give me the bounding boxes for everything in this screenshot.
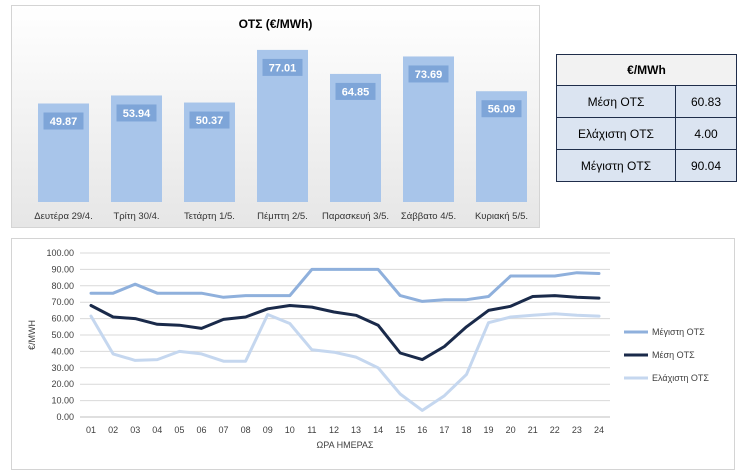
bar-category-label: Σάββατο 4/5. [401, 211, 456, 222]
x-tick-label: 01 [86, 425, 96, 435]
x-axis-title: ΩΡΑ ΗΜΕΡΑΣ [317, 440, 374, 450]
stats-table-header: €/MWh [556, 54, 737, 86]
stats-value: 4.00 [675, 117, 737, 150]
x-tick-label: 23 [572, 425, 582, 435]
bar-data-label-box [116, 104, 157, 122]
y-tick-label: 10.00 [51, 396, 74, 406]
x-tick-label: 16 [417, 425, 427, 435]
bar-category-label: Κυριακή 5/5. [475, 211, 528, 222]
x-tick-label: 10 [285, 425, 295, 435]
bar-chart-title: ΟΤΣ (€/MWh) [238, 17, 313, 31]
x-tick-label: 22 [550, 425, 560, 435]
x-tick-label: 07 [219, 425, 229, 435]
bar-data-label-box [335, 82, 376, 100]
legend-label: Ελάχιστη ΟΤΣ [652, 373, 709, 383]
x-tick-label: 21 [528, 425, 538, 435]
y-tick-label: 100.00 [46, 248, 74, 258]
y-tick-label: 50.00 [51, 330, 74, 340]
x-tick-label: 11 [307, 425, 316, 435]
stats-row-max: Μέγιστη ΟΤΣ 90.04 [556, 149, 737, 182]
x-tick-label: 17 [439, 425, 449, 435]
y-tick-label: 70.00 [51, 297, 74, 307]
bar-data-label: 56.09 [488, 104, 516, 116]
series-line [89, 294, 601, 362]
x-tick-label: 12 [329, 425, 339, 435]
stats-value: 60.83 [675, 85, 737, 118]
bar-data-label-box [262, 58, 303, 76]
legend-label: Μέση ΟΤΣ [652, 350, 695, 360]
bar-category-label: Τετάρτη 1/5. [184, 211, 235, 222]
x-tick-label: 09 [263, 425, 273, 435]
bar-category-label: Τρίτη 30/4. [113, 211, 159, 222]
x-tick-label: 24 [594, 425, 604, 435]
y-tick-label: 30.00 [51, 363, 74, 373]
bar-data-label: 64.85 [342, 86, 370, 98]
y-tick-label: 60.00 [51, 314, 74, 324]
x-tick-label: 15 [395, 425, 405, 435]
bar-data-label: 49.87 [50, 116, 78, 128]
stats-label: Ελάχιστη ΟΤΣ [556, 117, 676, 150]
y-tick-label: 0.00 [56, 412, 74, 422]
x-tick-label: 02 [108, 425, 118, 435]
x-tick-label: 18 [461, 425, 471, 435]
y-tick-label: 90.00 [51, 264, 74, 274]
stats-value: 90.04 [675, 149, 737, 182]
stats-label: Μέση ΟΤΣ [556, 85, 676, 118]
bar-data-label: 73.69 [415, 69, 443, 81]
bar-data-label-box [408, 65, 449, 83]
bar-data-label-box [43, 112, 84, 130]
x-tick-label: 08 [241, 425, 251, 435]
bar-data-label-box [481, 100, 522, 118]
x-tick-label: 05 [174, 425, 184, 435]
y-tick-label: 40.00 [51, 346, 74, 356]
bar-chart-plot: 49.87 Δευτέρα 29/4. 53.94 Τρίτη 30/4. 50.37 Τ… [34, 49, 528, 222]
stats-row-mean: Μέση ΟΤΣ 60.83 [556, 85, 737, 118]
bar-category-label: Δευτέρα 29/4. [34, 211, 92, 222]
bar-data-label: 50.37 [196, 115, 224, 127]
x-tick-label: 19 [484, 425, 494, 435]
bar-data-label-box [189, 111, 230, 129]
bar-category-label: Παρασκευή 3/5. [322, 211, 389, 222]
line-chart-plot: 0.00 10.00 20.00 30.00 40.00 50.00 60.00 70.00 8… [27, 248, 709, 450]
price-stats-table: €/MWh Μέση ΟΤΣ 60.83 Ελάχιστη ΟΤΣ 4.00 Μ… [556, 54, 737, 182]
x-tick-label: 06 [196, 425, 206, 435]
y-tick-label: 80.00 [51, 281, 74, 291]
x-tick-label: 03 [130, 425, 140, 435]
daily-price-bar-chart: ΟΤΣ (€/MWh) 49.87 Δευτέρα 29/4. 53.94 Τρίτη… [11, 5, 540, 228]
bar-data-label: 77.01 [269, 62, 297, 74]
bar-data-label: 53.94 [123, 108, 151, 120]
y-tick-label: 20.00 [51, 379, 74, 389]
stats-label: Μέγιστη ΟΤΣ [556, 149, 676, 182]
x-tick-label: 14 [373, 425, 383, 435]
bar-category-label: Πέμπτη 2/5. [257, 211, 308, 222]
hourly-price-line-chart: 0.00 10.00 20.00 30.00 40.00 50.00 60.00 70.00 8… [11, 238, 735, 470]
stats-row-min: Ελάχιστη ΟΤΣ 4.00 [556, 117, 737, 150]
x-tick-label: 20 [506, 425, 516, 435]
series-line [89, 312, 601, 412]
y-axis-title: €/MWH [27, 320, 37, 350]
x-tick-label: 04 [152, 425, 162, 435]
legend-label: Μέγιστη ΟΤΣ [652, 327, 705, 337]
series-line [89, 267, 601, 303]
x-tick-label: 13 [351, 425, 361, 435]
